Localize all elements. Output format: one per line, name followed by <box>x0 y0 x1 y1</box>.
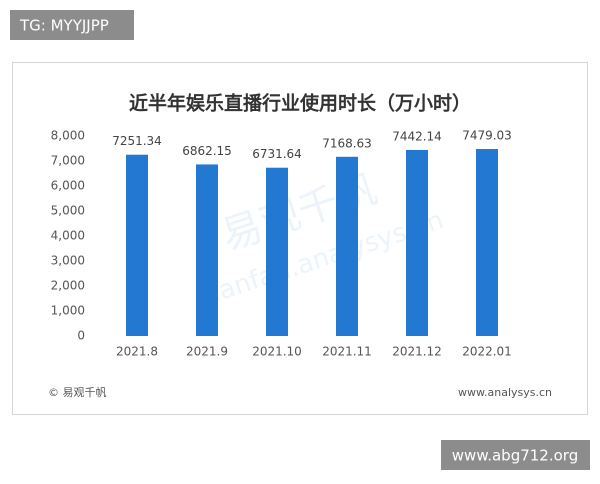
chart-title: 近半年娱乐直播行业使用时长（万小时） <box>129 92 471 115</box>
data-label: 6731.64 <box>252 147 302 161</box>
bar <box>126 154 148 336</box>
x-tick-label: 2021.8 <box>116 345 158 359</box>
top-badge <box>10 10 134 40</box>
y-tick-label: 2,000 <box>51 279 85 293</box>
y-tick-label: 7,000 <box>51 154 85 168</box>
bar <box>196 164 218 336</box>
y-tick-label: 6,000 <box>51 179 85 193</box>
bar <box>406 149 428 336</box>
data-label: 6862.15 <box>182 144 232 158</box>
y-tick-label: 5,000 <box>51 204 85 218</box>
x-tick-label: 2021.11 <box>322 345 372 359</box>
data-label: 7479.03 <box>462 129 512 143</box>
bar <box>476 149 498 336</box>
bar <box>336 156 358 336</box>
source: © 易观千帆 <box>48 385 107 399</box>
x-tick-label: 2022.01 <box>462 345 512 359</box>
y-tick-label: 3,000 <box>51 254 85 268</box>
bar <box>266 167 288 336</box>
bottom-badge <box>441 440 590 470</box>
y-tick-label: 1,000 <box>51 304 85 318</box>
y-tick-label: 0 <box>77 329 85 343</box>
data-label: 7442.14 <box>392 129 442 143</box>
y-tick-label: 8,000 <box>51 129 85 143</box>
data-label: 7251.34 <box>112 134 162 148</box>
bottom-badge-text: www.abg712.org <box>452 447 578 465</box>
chart-card <box>12 62 588 415</box>
website: www.analysys.cn <box>458 386 552 399</box>
x-tick-label: 2021.10 <box>252 345 302 359</box>
y-tick-label: 4,000 <box>51 229 85 243</box>
data-label: 7168.63 <box>322 136 372 150</box>
top-badge-text: TG: MYYJJPP <box>19 17 109 35</box>
x-tick-label: 2021.9 <box>186 345 228 359</box>
x-tick-label: 2021.12 <box>392 345 442 359</box>
